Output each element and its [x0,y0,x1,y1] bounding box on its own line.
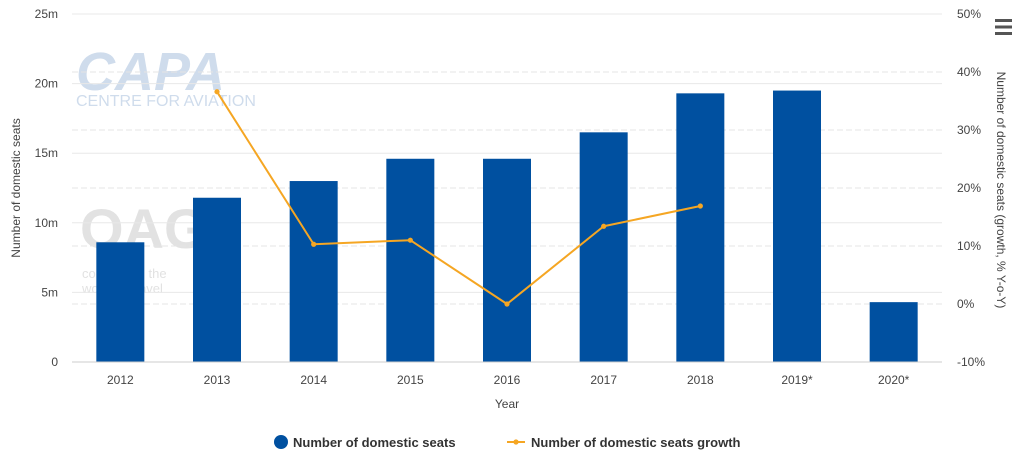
capa-subtitle-watermark: CENTRE FOR AVIATION [76,93,256,110]
bar-series [96,90,918,363]
x-tick-label: 2015 [397,373,424,387]
growth-point [311,241,317,247]
menu-icon-bar-top [995,19,1012,22]
bar-domestic-seats [869,302,918,362]
bar-domestic-seats [193,197,241,362]
y-tick-label: 0 [51,355,58,369]
growth-point [601,223,607,229]
y2-tick-label: 10% [957,239,981,253]
x-tick-label: 2019* [781,373,813,387]
x-tick-label: 2018 [687,373,714,387]
legend-bar-marker [274,435,288,449]
y-tick-label: 25m [35,7,58,21]
y-tick-label: 15m [35,146,58,160]
y2-tick-label: 0% [957,297,975,311]
x-tick-label: 2014 [300,373,327,387]
hamburger-menu-icon[interactable] [993,17,1015,37]
legend: Number of domestic seats Number of domest… [274,435,741,450]
x-tick-label: 2013 [204,373,231,387]
y2-tick-label: 20% [957,181,981,195]
x-tick-label: 2020* [878,373,910,387]
line-series [214,89,703,307]
y2-tick-label: 30% [957,123,981,137]
y2-axis-title: Number of domestic seats (growth, % Y-o-… [994,72,1008,309]
legend-line-label: Number of domestic seats growth [531,435,741,450]
growth-point [214,89,220,95]
x-axis-title: Year [495,397,519,411]
growth-line [216,91,701,305]
growth-point [697,203,703,209]
bar-domestic-seats [773,90,821,362]
bar-domestic-seats [386,158,435,362]
legend-bar-label: Number of domestic seats [293,435,456,450]
x-tick-label: 2012 [107,373,134,387]
x-tick-label: 2017 [590,373,617,387]
menu-icon-bar-middle [995,25,1012,29]
x-tick-label: 2016 [494,373,521,387]
growth-point [504,301,510,307]
bar-domestic-seats [579,132,628,362]
y-tick-label: 10m [35,216,58,230]
y-tick-label: 20m [35,77,58,91]
y-tick-label: 5m [41,285,58,299]
y2-tick-label: 40% [957,65,981,79]
y-axis-title: Number of domestic seats [9,118,23,257]
bar-domestic-seats [676,93,725,363]
y2-tick-label: -10% [957,355,985,369]
y2-tick-label: 50% [957,7,981,21]
axes: 2012 2013 2014 2015 2016 2017 2018 2019* 2020* 0 5… [35,7,986,387]
legend-line-dot [513,439,519,445]
menu-icon-bar-bottom [995,32,1012,35]
bar-domestic-seats [289,181,338,362]
bar-domestic-seats [96,242,145,362]
bar-domestic-seats [483,158,531,362]
growth-point [407,237,413,243]
